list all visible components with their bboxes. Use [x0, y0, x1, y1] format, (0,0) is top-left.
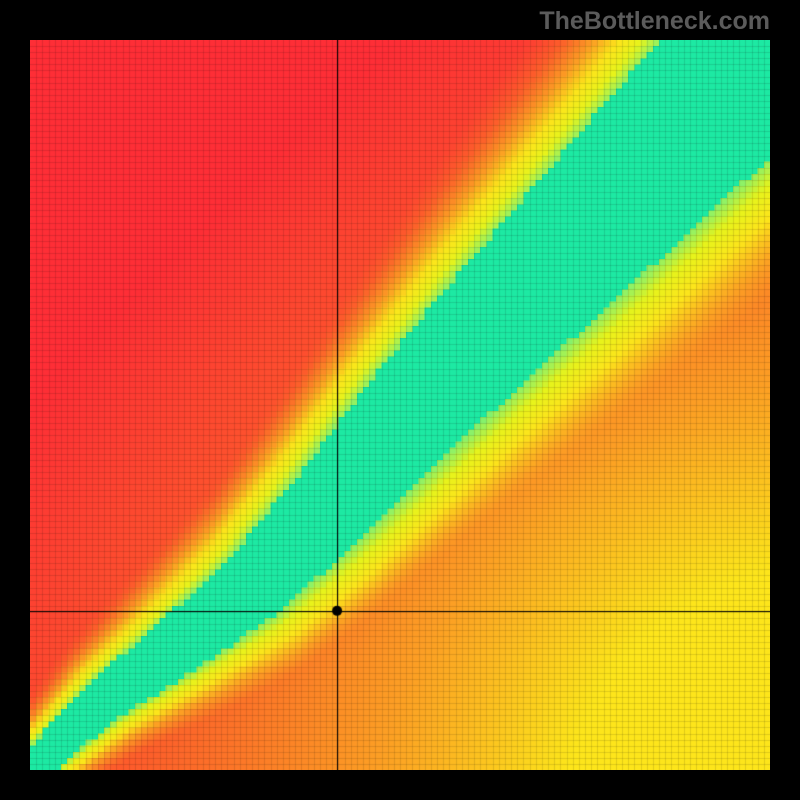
watermark-text: TheBottleneck.com — [539, 7, 770, 36]
crosshair-overlay — [30, 40, 770, 770]
chart-container: TheBottleneck.com — [0, 0, 800, 800]
